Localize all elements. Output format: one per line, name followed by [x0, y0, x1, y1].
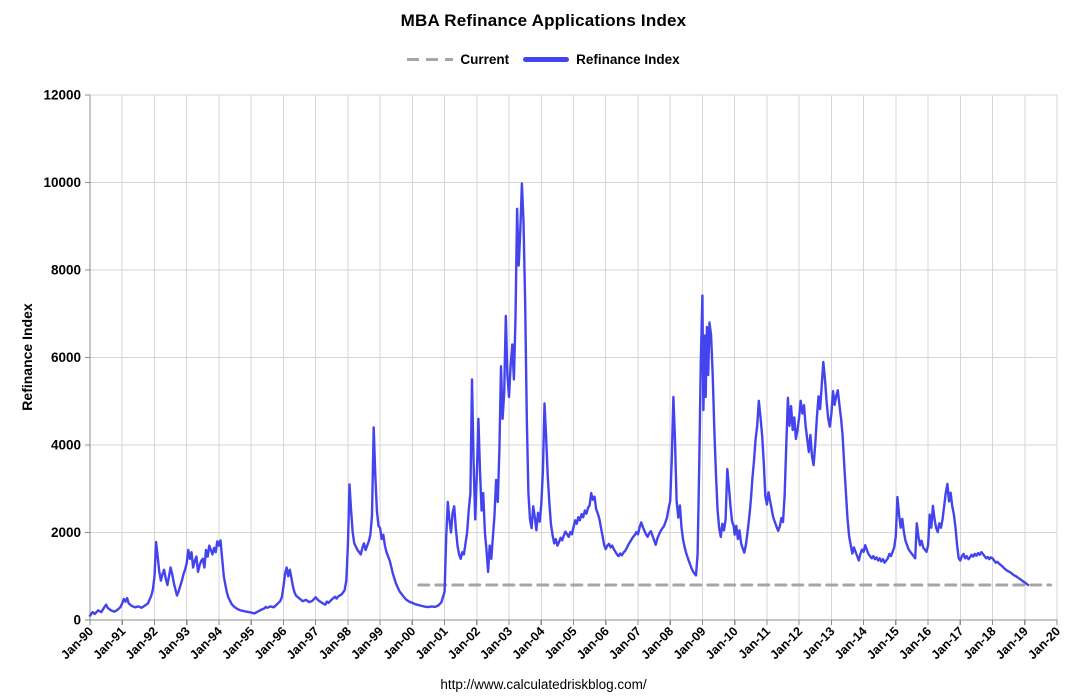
legend: Current Refinance Index [0, 52, 1087, 67]
svg-text:Jan-90: Jan-90 [58, 624, 96, 662]
svg-text:Jan-95: Jan-95 [219, 624, 257, 662]
svg-text:Jan-14: Jan-14 [832, 624, 870, 662]
chart-title: MBA Refinance Applications Index [400, 11, 687, 30]
svg-text:Jan-00: Jan-00 [381, 624, 419, 662]
svg-text:Jan-08: Jan-08 [638, 624, 676, 662]
y-axis-labels: 0 2000 4000 6000 8000 10000 12000 [43, 88, 81, 628]
svg-text:Jan-98: Jan-98 [316, 624, 354, 662]
svg-text:Jan-02: Jan-02 [445, 624, 483, 662]
svg-text:Jan-05: Jan-05 [542, 624, 580, 662]
svg-text:Jan-01: Jan-01 [413, 624, 451, 662]
svg-text:Jan-06: Jan-06 [574, 624, 612, 662]
y-axis-title: Refinance Index [19, 303, 35, 411]
svg-text:Jan-99: Jan-99 [348, 624, 386, 662]
svg-text:8000: 8000 [51, 263, 81, 278]
svg-text:Jan-18: Jan-18 [961, 624, 999, 662]
axes [85, 94, 1058, 625]
svg-text:Jan-20: Jan-20 [1025, 624, 1063, 662]
legend-item-current: Current [407, 52, 509, 67]
svg-text:Jan-07: Jan-07 [606, 624, 644, 662]
svg-text:4000: 4000 [51, 438, 81, 453]
svg-text:Jan-91: Jan-91 [90, 624, 128, 662]
legend-current-label: Current [460, 52, 510, 67]
svg-text:Jan-97: Jan-97 [284, 624, 322, 662]
x-axis-labels: Jan-90Jan-91Jan-92Jan-93Jan-94Jan-95Jan-… [58, 624, 1063, 662]
svg-text:Jan-04: Jan-04 [509, 624, 547, 662]
refinance-line [88, 182, 1030, 617]
svg-text:Jan-09: Jan-09 [671, 624, 709, 662]
solid-line-sample [523, 57, 570, 62]
source-url: http://www.calculatedriskblog.com/ [440, 677, 647, 692]
svg-text:2000: 2000 [51, 525, 81, 540]
svg-text:Jan-12: Jan-12 [767, 624, 805, 662]
svg-text:Jan-92: Jan-92 [123, 624, 161, 662]
legend-refinance-label: Refinance Index [576, 52, 680, 67]
svg-text:Jan-15: Jan-15 [864, 624, 902, 662]
svg-text:Jan-10: Jan-10 [703, 624, 741, 662]
svg-text:6000: 6000 [51, 350, 81, 365]
svg-text:Jan-13: Jan-13 [800, 624, 838, 662]
svg-text:12000: 12000 [43, 88, 81, 103]
svg-text:Jan-03: Jan-03 [477, 624, 515, 662]
dashed-line-sample [407, 58, 454, 61]
svg-text:Jan-19: Jan-19 [993, 624, 1031, 662]
svg-text:Jan-93: Jan-93 [155, 624, 193, 662]
svg-text:Jan-11: Jan-11 [736, 624, 773, 661]
svg-text:Jan-17: Jan-17 [929, 624, 967, 662]
legend-item-refinance: Refinance Index [523, 52, 680, 67]
svg-text:Jan-16: Jan-16 [896, 624, 934, 662]
svg-text:Jan-94: Jan-94 [187, 624, 225, 662]
svg-text:0: 0 [73, 613, 81, 628]
svg-text:10000: 10000 [43, 175, 81, 190]
svg-text:Jan-96: Jan-96 [252, 624, 290, 662]
